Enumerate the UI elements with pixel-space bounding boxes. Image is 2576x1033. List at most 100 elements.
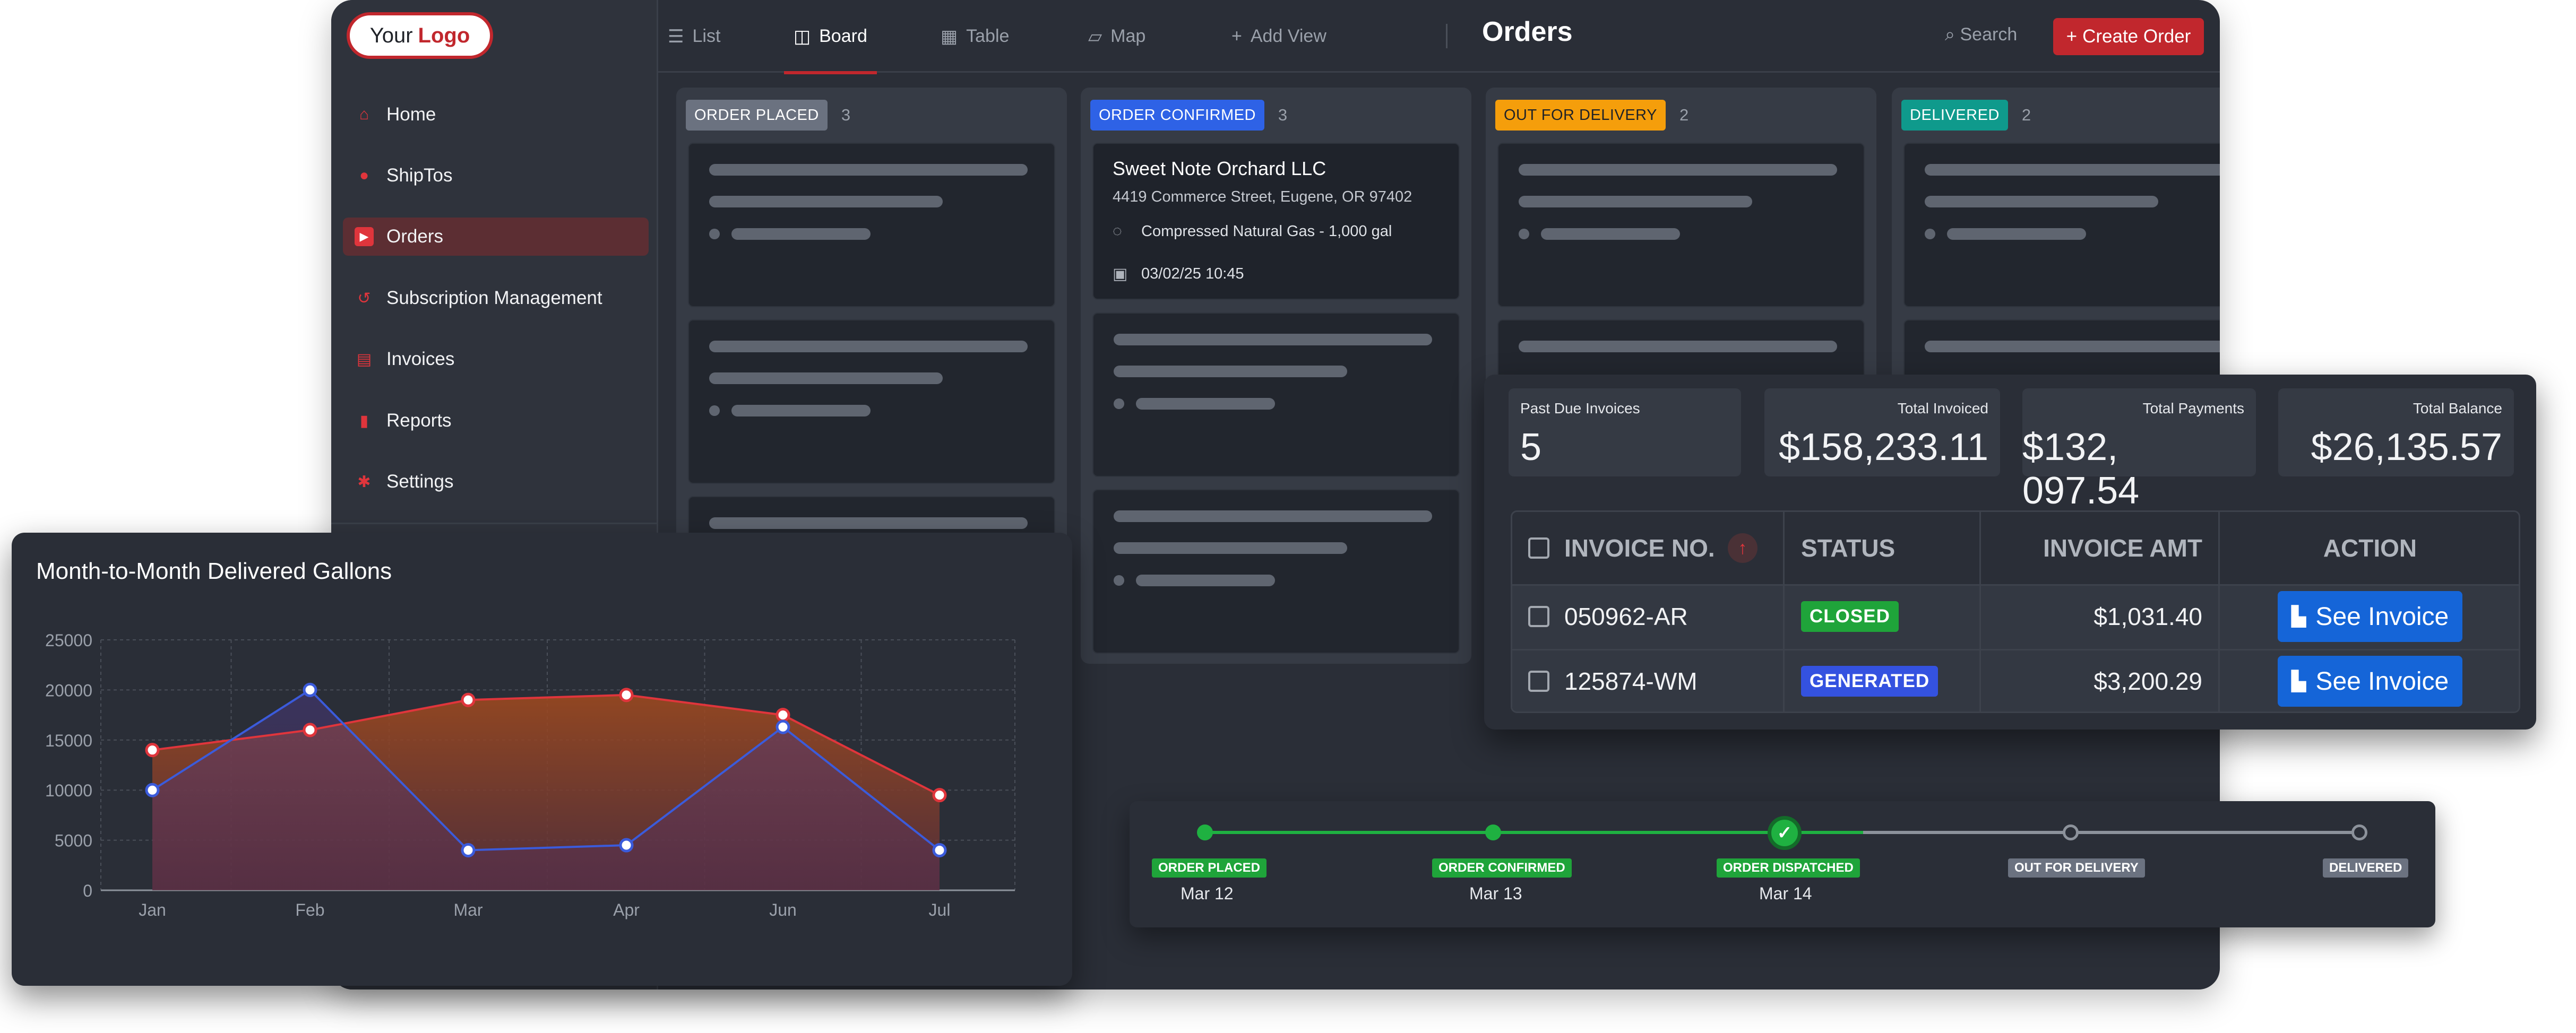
bar-chart-icon: ▮	[359, 412, 369, 430]
stat-label: Total Payments	[2142, 400, 2244, 416]
data-point	[145, 743, 160, 758]
order-card-placeholder[interactable]	[688, 143, 1055, 307]
status-cell: CLOSED	[1801, 584, 1899, 649]
step-node-order-confirmed	[1485, 824, 1501, 840]
tab-label: List	[692, 26, 721, 46]
column-header: ORDER CONFIRMED 3	[1090, 99, 1287, 131]
data-point	[461, 692, 476, 707]
sidebar-item-settings[interactable]: ✱ Settings	[343, 463, 649, 501]
y-tick-label: 15000	[45, 731, 92, 750]
sidebar-item-reports[interactable]: ▮ Reports	[343, 402, 649, 440]
data-point	[619, 688, 634, 702]
order-company: Sweet Note Orchard LLC	[1113, 158, 1326, 179]
step-date: Mar 12	[1181, 884, 1234, 903]
calendar-icon: ▣	[1113, 265, 1128, 283]
skeleton-line	[709, 164, 1028, 176]
sidebar-item-shiptos[interactable]: ● ShipTos	[343, 157, 649, 195]
tab-table[interactable]: ▦ Table	[941, 0, 1009, 73]
column-count: 2	[2021, 106, 2031, 124]
order-card-placeholder[interactable]	[1092, 312, 1460, 477]
gear-icon: ✱	[357, 473, 371, 491]
skeleton-line	[1114, 542, 1347, 554]
skeleton-line	[1925, 341, 2220, 352]
tab-map[interactable]: ▱ Map	[1088, 0, 1145, 73]
stat-total-invoiced: Total Invoiced $158,233.11	[1764, 388, 2000, 476]
order-card-placeholder[interactable]	[1092, 489, 1460, 654]
skeleton-dot	[1114, 575, 1124, 586]
header-action: ACTION	[2323, 534, 2417, 562]
location-pin-icon: ●	[359, 167, 369, 184]
stat-value: $158,233.11	[1778, 426, 1988, 468]
skeleton-line	[1114, 334, 1432, 345]
tab-board[interactable]: ◫ Board	[784, 0, 877, 74]
sidebar-item-label: Subscription Management	[386, 288, 602, 308]
logo[interactable]: Your Logo	[347, 12, 493, 59]
sidebar-item-label: Orders	[386, 226, 443, 247]
stat-total-balance: Total Balance $26,135.57	[2278, 388, 2514, 476]
order-progress-tracker: ORDER PLACED Mar 12 ORDER CONFIRMED Mar …	[1130, 801, 2435, 927]
search-button[interactable]: ⌕ Search	[1945, 24, 2017, 45]
column-count: 3	[841, 106, 851, 124]
column-badge: ORDER CONFIRMED	[1090, 100, 1264, 131]
column-count: 2	[1679, 106, 1689, 124]
logo-text-your: Your	[369, 23, 413, 47]
sidebar-item-subscription-management[interactable]: ↺ Subscription Management	[343, 279, 649, 317]
column-header: DELIVERED 2	[1901, 99, 2031, 131]
status-badge: GENERATED	[1801, 666, 1939, 697]
sidebar-item-home[interactable]: ⌂ Home	[343, 96, 649, 134]
search-label: Search	[1960, 24, 2018, 45]
header-status: STATUS	[1801, 534, 1896, 562]
plus-icon: +	[1231, 26, 1242, 46]
select-all-checkbox[interactable]	[1528, 537, 1549, 559]
see-invoice-button[interactable]: ▙ See Invoice	[2278, 591, 2462, 642]
progress-line-complete	[1205, 831, 1863, 834]
see-invoice-label: See Invoice	[2315, 602, 2449, 631]
invoice-summary-panel: Past Due Invoices 5 Total Invoiced $158,…	[1484, 375, 2536, 730]
skeleton-line	[731, 228, 871, 240]
step-date: Mar 14	[1759, 884, 1812, 903]
sidebar-item-orders[interactable]: ▶ Orders	[343, 218, 649, 256]
column-divider	[2218, 512, 2220, 711]
skeleton-line	[1925, 196, 2158, 207]
y-tick-label: 0	[83, 881, 92, 900]
data-point	[303, 723, 317, 737]
order-card-placeholder[interactable]	[1903, 143, 2220, 307]
order-card-placeholder[interactable]	[1497, 143, 1865, 307]
truck-icon: ▶	[355, 227, 374, 246]
step-date: Mar 13	[1469, 884, 1522, 903]
add-view-button[interactable]: + Add View	[1231, 0, 1326, 73]
create-order-button[interactable]: + Create Order	[2053, 18, 2204, 55]
status-cell: GENERATED	[1801, 649, 1939, 711]
action-cell: ▙ See Invoice	[2218, 584, 2519, 649]
sidebar-item-invoices[interactable]: ▤ Invoices	[343, 340, 649, 378]
tab-label: Board	[819, 26, 867, 46]
skeleton-line	[1136, 398, 1275, 410]
skeleton-line	[1114, 510, 1432, 522]
step-node-delivered	[2351, 824, 2367, 840]
series-line	[152, 693, 940, 796]
order-card-placeholder[interactable]	[688, 319, 1055, 484]
header-label: INVOICE NO.	[1564, 534, 1715, 562]
see-invoice-button[interactable]: ▙ See Invoice	[2278, 656, 2462, 707]
skeleton-line	[709, 517, 1028, 529]
sidebar-item-label: ShipTos	[386, 165, 453, 186]
step-label: OUT FOR DELIVERY	[2008, 858, 2145, 878]
row-checkbox[interactable]	[1528, 606, 1549, 627]
skeleton-line	[709, 196, 943, 207]
logo-text-logo: Logo	[418, 23, 470, 47]
tab-list[interactable]: ☰ List	[668, 0, 720, 73]
order-card[interactable]: Sweet Note Orchard LLC 4419 Commerce Str…	[1092, 143, 1460, 300]
skeleton-line	[1541, 228, 1680, 240]
row-checkbox[interactable]	[1528, 671, 1549, 692]
sort-arrow-up-icon[interactable]: ↑	[1727, 533, 1757, 563]
tab-separator	[1446, 24, 1448, 48]
chart-title: Month-to-Month Delivered Gallons	[36, 558, 392, 584]
status-badge: CLOSED	[1801, 601, 1899, 632]
see-invoice-label: See Invoice	[2315, 667, 2449, 696]
check-icon: ✓	[1768, 816, 1802, 850]
step-node-order-placed	[1197, 824, 1213, 840]
order-datetime-row: ▣ 03/02/25 10:45	[1113, 265, 1244, 283]
invoice-table: INVOICE NO. ↑ STATUS INVOICE AMT ACTION …	[1511, 510, 2520, 713]
create-order-label: Create Order	[2082, 26, 2191, 47]
sidebar-divider	[331, 523, 658, 524]
